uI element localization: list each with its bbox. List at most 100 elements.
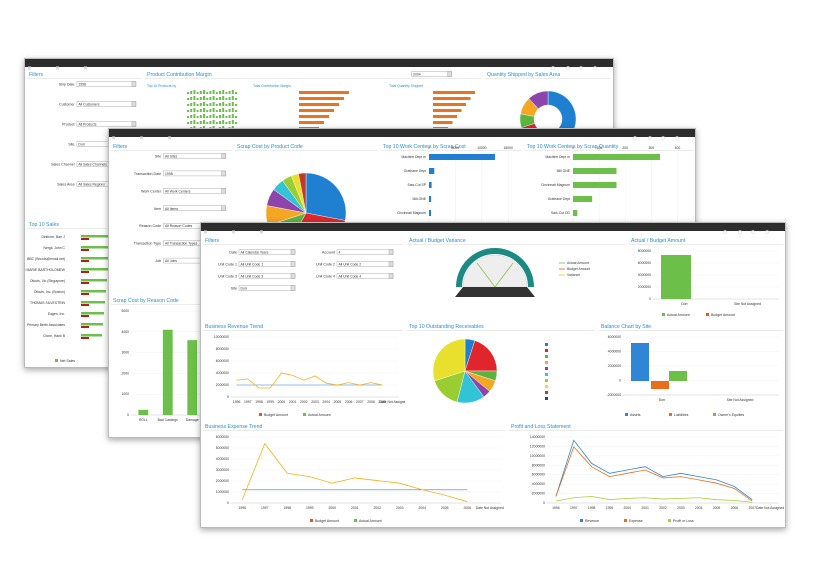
field-label: Unit Code 1 <box>218 263 237 267</box>
y-tick-label: 4000000 <box>608 350 621 354</box>
x-tick-label: 100 <box>596 146 602 150</box>
y-tick-label: 6000000 <box>216 435 229 439</box>
select-box[interactable] <box>238 285 296 291</box>
sparkbar <box>219 97 221 100</box>
select-arrow <box>290 249 296 255</box>
x-tick-label: 2004 <box>418 506 426 510</box>
y-tick-label: 2000000 <box>532 492 545 496</box>
sparkbar <box>219 103 221 106</box>
y-tick-label: 4000 <box>121 330 129 334</box>
x-tick-label: 1998 <box>255 400 263 404</box>
sparkbar <box>209 97 212 100</box>
y-tick-label: 0 <box>649 297 651 301</box>
x-tick-label: Date Not Assigned <box>476 506 504 510</box>
sparkbar <box>206 116 209 118</box>
y-tick-label: 4000000 <box>216 371 229 375</box>
category-label: Ofouts, Vic (Singapore) <box>30 279 65 283</box>
y-tick-label: 12000000 <box>530 444 545 448</box>
select-box[interactable] <box>336 249 394 255</box>
sparkbar <box>196 104 199 106</box>
category-label: Mill ONE <box>557 169 571 173</box>
x-tick-label: 2002 <box>300 400 308 404</box>
toolbar-button[interactable]: Toolbox <box>89 67 102 71</box>
legend-swatch <box>545 343 548 346</box>
toolbar-button[interactable]: Toolbox <box>265 231 278 235</box>
gauge-base <box>455 287 535 297</box>
field-label: Unit Code 4 <box>316 275 335 279</box>
sparkbar <box>212 108 215 112</box>
toolbar-button[interactable]: Dashboards <box>209 231 230 235</box>
sparkbar <box>231 96 234 100</box>
field-label: Job <box>155 259 161 263</box>
toolbar-icon <box>204 230 207 234</box>
bar <box>299 97 344 100</box>
needle <box>476 262 496 288</box>
field-label: Unit Code 2 <box>316 263 335 267</box>
sparkbar <box>228 115 231 118</box>
sparkbar <box>212 114 215 118</box>
sparkbar <box>187 122 189 124</box>
toolbar-button[interactable]: Toolbox <box>173 137 186 141</box>
x-tick-label: 15000 <box>503 146 513 150</box>
legend-label: Budget Amount <box>711 313 735 317</box>
toolbar-button[interactable]: Dashboards <box>33 67 54 71</box>
select-arrow <box>447 71 452 77</box>
bar <box>81 337 89 339</box>
bar <box>433 97 471 100</box>
panel: Top 10 Work Centers by Scrap Quantity 0 10… <box>523 141 695 293</box>
y-tick-label: 0 <box>227 395 229 399</box>
panel-svg: Profit and Loss Statement 14000000 1200000… <box>509 424 784 523</box>
sparkbar <box>193 108 196 112</box>
sparkbar <box>231 114 234 118</box>
sparkbar <box>196 122 199 124</box>
select-box[interactable] <box>163 170 226 177</box>
x-tick-label: 1999 <box>606 506 614 510</box>
sparkbar <box>222 102 225 106</box>
pie-slice <box>528 90 549 110</box>
legend-label: Net Sales <box>60 359 75 363</box>
category-label: Clone, Hank B <box>43 334 66 338</box>
toolbar-button[interactable]: BI Report <box>145 137 162 141</box>
pie-slice <box>298 172 307 214</box>
y-tick-label: 0 <box>127 413 129 417</box>
legend-swatch <box>259 413 262 416</box>
toolbar-button[interactable]: BI Report <box>61 67 78 71</box>
field-label: Ship Date <box>59 83 75 87</box>
panel: Filters Date All Calendar Years Account 4 Uni… <box>201 235 405 321</box>
sparkbar <box>215 116 218 118</box>
sparkbar <box>212 102 215 106</box>
legend-swatch <box>662 313 665 316</box>
field-label: Work Center <box>141 189 162 193</box>
panel-svg: Top 10 Outstanding Receivables <box>407 324 595 404</box>
select-value: All Customers <box>78 103 99 107</box>
sparkbar <box>235 98 237 100</box>
category-label: VAN MARIE BARTHOLOMEW <box>25 268 66 272</box>
x-tick-label: 1999 <box>266 400 274 404</box>
legend-swatch <box>545 349 548 352</box>
bar <box>299 115 329 118</box>
sparkbar <box>219 115 221 118</box>
toolbar-button[interactable]: Dashboards <box>117 137 138 141</box>
panel: Filters Ship Date 1998 Customer All Customer… <box>25 69 143 219</box>
panel: Actual / Budget Variance Actual Amount Bud… <box>405 235 627 321</box>
bar <box>81 260 89 262</box>
toolbar-button[interactable]: BI Report <box>237 231 254 235</box>
field-label: Sales Channel <box>51 163 75 167</box>
bar <box>631 343 649 381</box>
legend-swatch <box>580 519 583 522</box>
select-value: 4 <box>339 251 341 255</box>
panel-title: Scrap Cost by Product Code <box>237 144 303 150</box>
toolbar: Dashboards BI Report Toolbox <box>201 223 785 235</box>
x-tick-label: 2001 <box>289 400 297 404</box>
gauge-arc <box>456 248 534 288</box>
sparkbar <box>203 108 205 112</box>
bar <box>573 168 617 174</box>
x-tick-label: 200 <box>622 146 628 150</box>
sparkbar <box>212 90 215 94</box>
dashboard-window: Dashboards BI Report Toolbox Filters Date All… <box>200 222 786 528</box>
bar <box>433 103 466 106</box>
field-label: Reason Code <box>139 224 161 228</box>
select-arrow <box>221 153 226 159</box>
panel-svg: Actual / Budget Amount 8000000 6000000 4000… <box>629 238 783 317</box>
bar <box>81 279 107 282</box>
